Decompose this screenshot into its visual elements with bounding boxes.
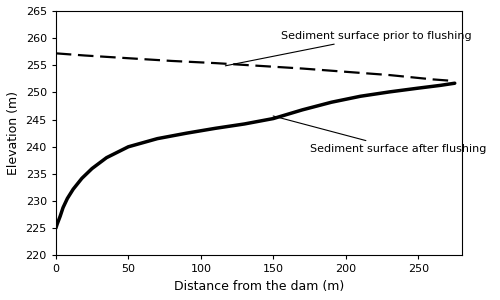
Y-axis label: Elevation (m): Elevation (m) [7,91,20,175]
Text: Sediment surface after flushing: Sediment surface after flushing [273,116,486,154]
X-axis label: Distance from the dam (m): Distance from the dam (m) [174,280,344,293]
Text: Sediment surface prior to flushing: Sediment surface prior to flushing [226,31,472,66]
